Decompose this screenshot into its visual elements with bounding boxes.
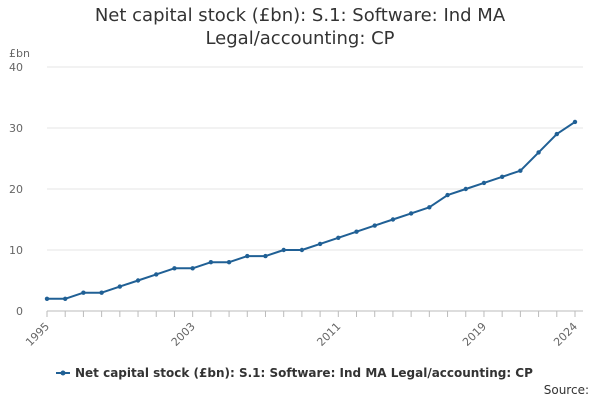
chart-title: Net capital stock (£bn): S.1: Software: … (0, 4, 600, 50)
chart-title-line-1: Net capital stock (£bn): S.1: Software: … (94, 5, 506, 26)
data-point (117, 284, 123, 289)
data-point (408, 211, 414, 216)
y-tick-label: 20 (9, 183, 23, 196)
gridlines (47, 66, 583, 312)
y-tick-label: 0 (16, 305, 23, 318)
y-tick-label: 40 (9, 61, 23, 74)
data-point (190, 266, 195, 271)
data-point (299, 247, 305, 253)
data-point (518, 168, 523, 173)
source-label: Source: (544, 383, 589, 397)
x-tick-label: 2019 (460, 320, 489, 349)
data-point (554, 131, 559, 137)
data-point (372, 223, 377, 228)
data-point (427, 205, 432, 210)
data-point (245, 253, 250, 259)
series-layer (44, 119, 578, 301)
data-point (99, 290, 104, 295)
data-point (81, 290, 86, 295)
chart-title-line-2: Legal/accounting: CP (205, 28, 395, 49)
y-tick-label: 10 (9, 244, 23, 257)
x-tick-label: 2011 (314, 320, 343, 349)
data-point (63, 296, 68, 301)
data-point (208, 260, 214, 265)
data-point (536, 150, 541, 155)
x-tick-label: 2024 (551, 320, 580, 349)
data-point (226, 260, 232, 265)
data-point (336, 235, 341, 240)
x-tick-label: 1995 (23, 320, 52, 349)
data-point (463, 186, 468, 192)
data-point (354, 229, 359, 234)
data-point (317, 241, 323, 247)
data-point (154, 272, 159, 277)
axes: 0 10 20 30 40 1995 2003 2011 2019 2024 (9, 61, 580, 349)
y-tick-label: 30 (9, 122, 23, 135)
data-point (281, 247, 286, 253)
legend-label: Net capital stock (£bn): S.1: Software: … (75, 366, 533, 380)
data-point (572, 119, 578, 125)
data-point (135, 278, 141, 283)
legend-swatch-marker (60, 370, 66, 376)
x-tick-label: 2003 (169, 320, 198, 349)
data-point (481, 180, 487, 186)
data-point (445, 192, 450, 198)
y-axis-unit-label: £bn (9, 47, 30, 60)
data-point (499, 174, 505, 179)
data-point (390, 217, 396, 222)
legend: Net capital stock (£bn): S.1: Software: … (56, 366, 533, 380)
data-point (172, 266, 177, 271)
data-point (263, 253, 268, 259)
data-point (44, 296, 50, 301)
series-line (47, 121, 576, 300)
